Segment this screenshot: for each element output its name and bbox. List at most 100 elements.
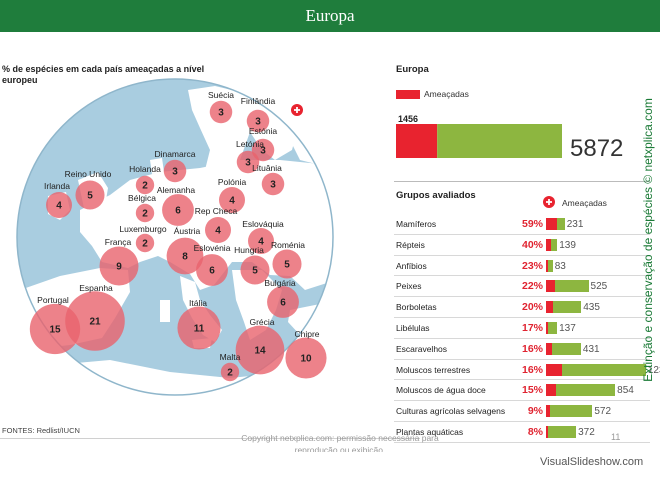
country-value: 3	[260, 146, 266, 157]
country-name: Reino Unido	[65, 169, 112, 179]
country-bubble	[135, 203, 155, 223]
country-value: 10	[300, 354, 312, 365]
group-threatened-bar	[546, 238, 551, 251]
country-value: 5	[284, 260, 290, 271]
country-name: Letónia	[236, 139, 264, 149]
country-value: 3	[270, 180, 276, 191]
group-total-value: 525	[590, 281, 608, 293]
group-name: Libélulas	[396, 323, 430, 333]
group-total-bar	[546, 342, 581, 355]
country-name: Itália	[189, 298, 207, 308]
group-total-value: 435	[583, 302, 600, 314]
group-total-value: 83	[554, 260, 566, 272]
country-name: Eslováquia	[242, 219, 284, 229]
country-name: Alemanha	[157, 185, 196, 195]
country-name: Luxemburgo	[119, 224, 167, 234]
group-percentage: 20%	[521, 301, 543, 314]
group-name: Mamíferos	[396, 219, 437, 229]
country-bubble	[261, 172, 285, 196]
groups-legend-label: Ameaçadas	[562, 198, 607, 208]
country-name: Bélgica	[128, 193, 156, 203]
group-percentage: 23%	[521, 259, 543, 272]
side-caption: Extinção e conservação de espécies © net…	[641, 98, 655, 382]
groups-section-title: Grupos avaliados	[396, 190, 476, 201]
country-bubble	[135, 175, 155, 195]
country-name: Chipre	[294, 329, 319, 339]
group-name: Moluscos de água doce	[396, 385, 486, 396]
country-bubble	[251, 138, 275, 162]
europe-total-bar: 1456 5872	[396, 114, 623, 162]
country-value: 3	[255, 117, 261, 128]
group-percentage: 15%	[521, 384, 543, 397]
row-divider	[394, 421, 650, 422]
country-name: Portugal	[37, 295, 69, 305]
row-divider	[394, 317, 650, 318]
country-bubble	[205, 217, 231, 243]
country-value: 2	[142, 181, 148, 192]
group-percentage: 16%	[521, 363, 543, 376]
country-name: Eslovénia	[194, 243, 231, 253]
group-total-value: 431	[582, 343, 600, 355]
country-value: 4	[229, 196, 235, 207]
group-total-bar	[546, 301, 582, 314]
group-threatened-bar	[546, 405, 551, 418]
group-percentage: 17%	[521, 322, 543, 334]
group-total-value: 372	[578, 427, 595, 438]
country-bubble	[75, 180, 105, 210]
europe-threatened-bar	[396, 124, 438, 158]
group-total-bar	[546, 238, 558, 251]
country-value: 9	[116, 262, 122, 273]
country-value: 5	[252, 266, 258, 277]
group-name: Plantas aquáticas	[396, 427, 464, 437]
country-bubble	[220, 362, 240, 382]
row-divider	[394, 337, 650, 339]
country-name: Bulgária	[264, 278, 295, 288]
country-value: 6	[280, 298, 286, 309]
group-threatened-bar	[546, 259, 548, 272]
group-name: Moluscos terrestres	[396, 364, 471, 375]
country-bubble	[46, 192, 72, 218]
group-total-value: 137	[559, 323, 576, 334]
country-value: 2	[142, 209, 148, 220]
group-threatened-bar	[546, 342, 552, 355]
group-threatened-bar	[546, 363, 562, 376]
country-value: 14	[254, 346, 266, 357]
group-name: Répteis	[396, 239, 425, 250]
country-name: Dinamarca	[154, 149, 195, 159]
country-bubble	[166, 237, 204, 275]
group-total-bar	[546, 384, 616, 397]
legend-threatened-label: Ameaçadas	[424, 89, 469, 99]
country-bubble	[246, 109, 270, 133]
group-total-bar	[546, 280, 589, 293]
country-value: 11	[194, 324, 205, 335]
country-bubble	[163, 159, 187, 183]
plus-icon	[291, 104, 303, 116]
country-name: Finlândia	[241, 96, 276, 106]
row-divider	[394, 275, 650, 277]
group-total-value: 854	[617, 385, 634, 397]
europe-section-title: Europa	[396, 64, 429, 75]
country-value: 4	[258, 237, 264, 248]
europe-total-bar-fill	[437, 124, 562, 158]
group-threatened-bar	[546, 384, 557, 397]
group-name: Escaravelhos	[396, 343, 448, 354]
country-value: 2	[142, 239, 148, 250]
country-bubble	[236, 150, 260, 174]
country-bubble	[235, 325, 285, 375]
country-name: Irlanda	[44, 181, 70, 191]
group-name: Borboletas	[396, 302, 437, 313]
europe-total-value: 5872	[570, 135, 623, 162]
country-value: 2	[227, 368, 233, 379]
group-percentage: 40%	[521, 238, 543, 251]
group-percentage: 22%	[521, 280, 543, 293]
country-name: Suécia	[208, 90, 234, 100]
page-title: Europa	[305, 6, 355, 25]
group-total-value: 139	[559, 239, 576, 251]
country-bubble	[267, 286, 299, 318]
country-bubble	[209, 100, 233, 124]
group-threatened-bar	[546, 426, 549, 438]
country-name: Roménia	[271, 240, 305, 250]
country-bubble	[162, 194, 194, 226]
country-name: Polónia	[218, 177, 247, 187]
country-name: Áustria	[174, 226, 201, 236]
